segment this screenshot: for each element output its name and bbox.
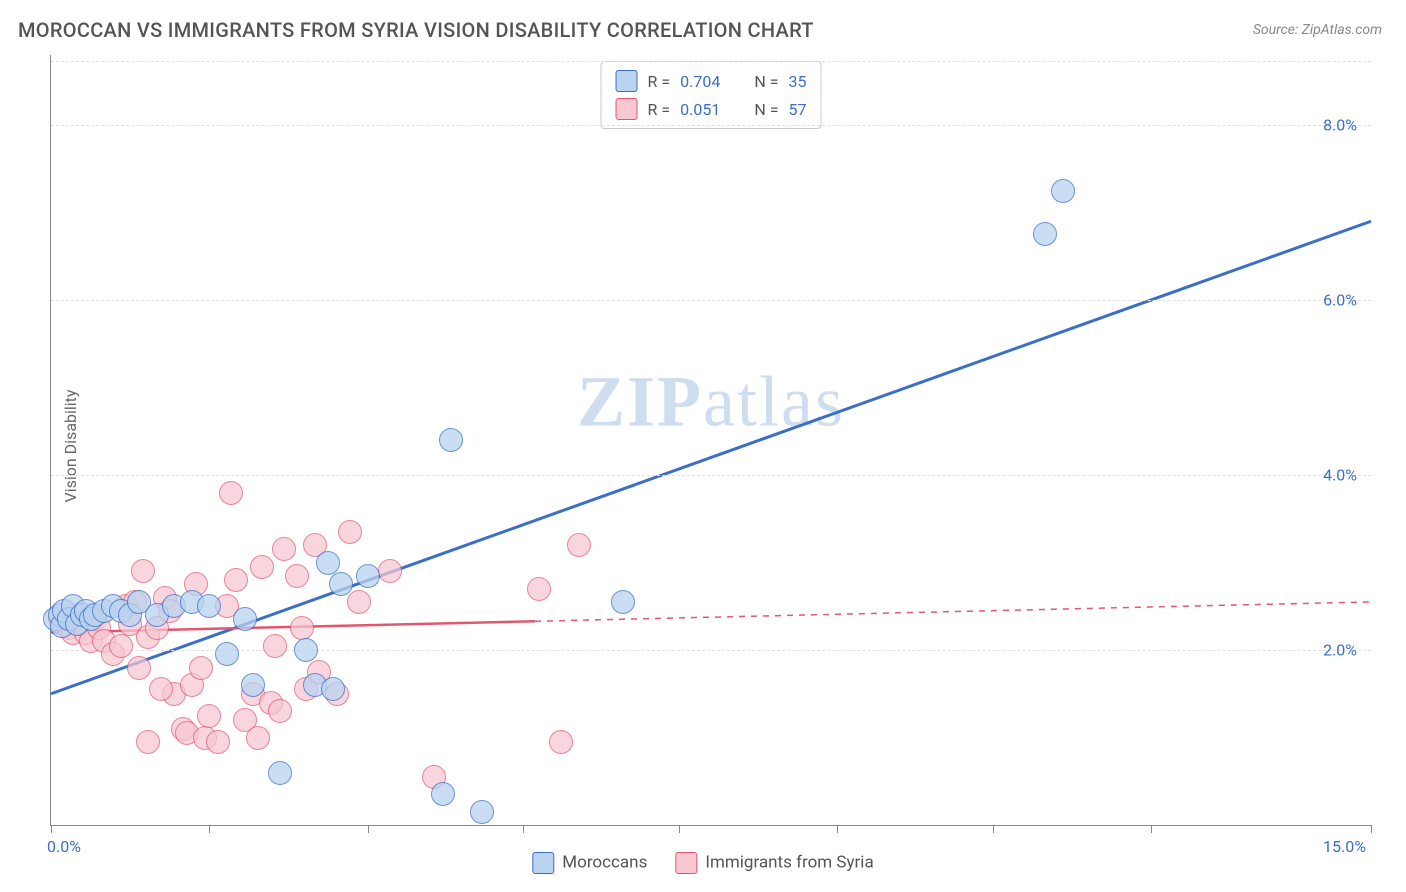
legend-item: Moroccans <box>532 852 647 874</box>
scatter-point <box>263 634 287 658</box>
legend-n-value: 57 <box>788 100 806 119</box>
scatter-point <box>431 782 455 806</box>
legend-n-label: N = <box>754 72 778 91</box>
gridline <box>51 650 1371 651</box>
watermark: ZIPatlas <box>577 360 845 443</box>
x-tick-mark <box>209 825 210 833</box>
legend-r-value: 0.704 <box>680 72 720 91</box>
legend-swatch <box>616 70 638 92</box>
legend-top: R = 0.704 N = 35 R = 0.051 N = 57 <box>601 61 822 129</box>
gridline <box>51 61 1371 62</box>
scatter-point <box>1033 222 1057 246</box>
source-label: Source: ZipAtlas.com <box>1253 22 1382 38</box>
scatter-point <box>470 800 494 824</box>
x-tick-mark <box>51 825 52 833</box>
legend-r-label: R = <box>648 100 671 119</box>
scatter-point <box>290 616 314 640</box>
legend-n-value: 35 <box>788 72 806 91</box>
scatter-point <box>347 590 371 614</box>
scatter-point <box>439 428 463 452</box>
x-tick-label: 0.0% <box>47 837 81 856</box>
scatter-point <box>224 568 248 592</box>
scatter-point <box>189 656 213 680</box>
plot-area: ZIPatlas R = 0.704 N = 35 R = 0.051 N = 57 2.0%… <box>50 55 1371 826</box>
scatter-point <box>127 656 151 680</box>
scatter-point <box>611 590 635 614</box>
scatter-point <box>197 594 221 618</box>
scatter-point <box>233 607 257 631</box>
x-tick-mark <box>1151 825 1152 833</box>
y-tick-label: 8.0% <box>1323 116 1357 135</box>
scatter-point <box>250 555 274 579</box>
x-tick-label: 15.0% <box>1323 837 1366 856</box>
legend-row: R = 0.704 N = 35 <box>616 70 807 92</box>
y-tick-label: 6.0% <box>1323 291 1357 310</box>
scatter-point <box>219 481 243 505</box>
scatter-point <box>206 730 230 754</box>
scatter-point <box>215 642 239 666</box>
legend-n-label: N = <box>754 100 778 119</box>
scatter-point <box>241 673 265 697</box>
gridline <box>51 125 1371 126</box>
scatter-point <box>109 634 133 658</box>
legend-r-value: 0.051 <box>680 100 720 119</box>
trend-line-dashed <box>535 602 1371 621</box>
legend-row: R = 0.051 N = 57 <box>616 98 807 120</box>
scatter-point <box>338 520 362 544</box>
scatter-point <box>567 533 591 557</box>
scatter-point <box>378 559 402 583</box>
y-tick-label: 4.0% <box>1323 466 1357 485</box>
x-tick-mark <box>679 825 680 833</box>
legend-swatch <box>532 852 554 874</box>
scatter-point <box>527 577 551 601</box>
gridline <box>51 475 1371 476</box>
scatter-point <box>131 559 155 583</box>
chart-title: MOROCCAN VS IMMIGRANTS FROM SYRIA VISION… <box>18 18 814 42</box>
scatter-point <box>197 704 221 728</box>
legend-swatch <box>675 852 697 874</box>
scatter-point <box>246 726 270 750</box>
x-tick-mark <box>837 825 838 833</box>
scatter-point <box>268 699 292 723</box>
legend-swatch <box>616 98 638 120</box>
chart-container: MOROCCAN VS IMMIGRANTS FROM SYRIA VISION… <box>0 0 1406 892</box>
x-tick-mark <box>368 825 369 833</box>
x-tick-mark <box>523 825 524 833</box>
scatter-point <box>321 677 345 701</box>
scatter-point <box>294 638 318 662</box>
legend-label: Moroccans <box>562 852 647 872</box>
legend-label: Immigrants from Syria <box>705 852 873 872</box>
y-tick-label: 2.0% <box>1323 641 1357 660</box>
legend-item: Immigrants from Syria <box>675 852 873 874</box>
scatter-point <box>285 564 309 588</box>
scatter-point <box>316 551 340 575</box>
scatter-point <box>149 677 173 701</box>
scatter-point <box>1051 179 1075 203</box>
x-tick-mark <box>1371 825 1372 833</box>
scatter-point <box>272 537 296 561</box>
x-tick-mark <box>993 825 994 833</box>
legend-r-label: R = <box>648 72 671 91</box>
scatter-point <box>356 564 380 588</box>
scatter-point <box>136 730 160 754</box>
scatter-point <box>329 572 353 596</box>
gridline <box>51 300 1371 301</box>
legend-bottom: Moroccans Immigrants from Syria <box>532 852 873 874</box>
scatter-point <box>549 730 573 754</box>
scatter-point <box>268 761 292 785</box>
